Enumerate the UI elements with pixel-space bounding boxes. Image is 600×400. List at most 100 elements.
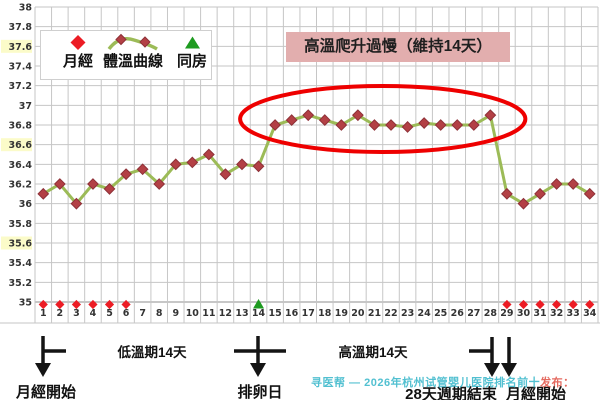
temperature-point (236, 158, 248, 171)
temperature-point (136, 163, 149, 176)
temperature-point (153, 178, 166, 190)
legend: 月經 體溫曲線 同房 (40, 30, 212, 80)
y-tick-label: 36.8 (9, 121, 33, 132)
menses-marker (38, 299, 48, 310)
x-tick-label: 21 (368, 308, 381, 319)
y-tick-highlight (1, 39, 32, 53)
temperature-point (583, 187, 596, 200)
y-tick-highlight (1, 236, 32, 250)
temperature-point (202, 148, 215, 161)
temperature-point (169, 158, 182, 171)
temperature-point (567, 178, 580, 190)
y-tick-highlight (1, 138, 32, 152)
y-tick-label: 35.2 (9, 278, 32, 289)
temperature-point (434, 119, 447, 131)
temperature-point (517, 197, 530, 210)
legend-curve-label: 體溫曲線 (102, 53, 163, 70)
low-phase-label: 低溫期14天 (117, 345, 187, 360)
temperature-point (302, 109, 315, 122)
x-tick-label: 15 (268, 308, 281, 319)
y-tick-label: 35.6 (9, 239, 33, 250)
cycle-end-label: 28天週期結束 (405, 386, 497, 400)
temperature-point (269, 119, 282, 131)
temperature-point (87, 178, 99, 190)
x-tick-label: 23 (401, 308, 414, 319)
temperature-curve-icon (97, 31, 169, 53)
y-tick-label: 36.4 (9, 160, 33, 171)
y-tick-label: 37.4 (9, 62, 33, 73)
y-tick-label: 37.8 (9, 22, 33, 33)
temperature-point (418, 117, 431, 129)
temperature-point (550, 178, 563, 190)
x-tick-label: 10 (186, 308, 200, 319)
x-tick-label: 31 (533, 308, 546, 319)
y-tick-label: 37.2 (9, 81, 32, 92)
annotation-title: 高溫爬升過慢（維持14天） (286, 32, 510, 62)
temperature-point (467, 119, 480, 131)
x-tick-label: 33 (567, 308, 580, 319)
menses-marker (104, 299, 115, 310)
legend-item-curve: 體溫曲線 (97, 31, 169, 71)
menses-marker (502, 299, 512, 310)
menses-marker (55, 299, 65, 310)
temperature-point (318, 114, 331, 126)
high-phase-ellipse (238, 84, 528, 154)
temperature-point (368, 119, 381, 131)
x-tick-label: 11 (202, 308, 215, 319)
temperature-point (219, 168, 232, 181)
x-tick-label: 8 (156, 308, 163, 319)
y-tick-label: 35.4 (9, 258, 33, 269)
x-tick-label: 29 (500, 308, 513, 319)
y-tick-label: 38 (19, 3, 33, 14)
x-tick-label: 7 (139, 308, 146, 319)
high-phase-label: 高溫期14天 (338, 345, 408, 360)
x-tick-label: 34 (583, 308, 597, 319)
ovulation-day-label: 排卵日 (237, 384, 283, 400)
x-tick-label: 13 (235, 308, 248, 319)
temperature-point (484, 109, 497, 122)
menses-marker (552, 299, 562, 310)
x-tick-label: 25 (434, 308, 447, 319)
x-tick-label: 16 (285, 308, 299, 319)
temperature-point (385, 119, 397, 131)
temperature-point (285, 114, 298, 126)
x-tick-label: 24 (418, 308, 432, 319)
menses-marker (121, 299, 131, 310)
y-tick-label: 37 (19, 101, 32, 112)
x-tick-label: 17 (302, 308, 315, 319)
legend-item-menses: 月經 (48, 31, 108, 71)
temperature-point (351, 109, 364, 122)
x-tick-label: 4 (90, 308, 97, 319)
temperature-point (252, 160, 265, 173)
x-tick-label: 2 (57, 308, 64, 319)
temperature-point (186, 156, 199, 169)
intercourse-triangle-icon (169, 31, 215, 53)
watermark-main-text: 寻医帮 — 2026年杭州试管婴儿医院排名前十 (311, 377, 541, 389)
temperature-curve-line (42, 113, 591, 206)
x-tick-label: 27 (467, 308, 480, 319)
x-tick-label: 1 (40, 308, 47, 319)
menses-diamond-icon (48, 31, 108, 53)
temperature-point (335, 119, 348, 131)
temperature-point (401, 121, 414, 133)
menses-marker (535, 299, 545, 310)
watermark-tail-text: 发布： (540, 377, 575, 389)
x-tick-label: 30 (517, 308, 531, 319)
y-tick-label: 36.6 (9, 140, 33, 151)
x-tick-label: 12 (219, 308, 232, 319)
menses-start-right-label: 月經開始 (505, 386, 566, 400)
x-tick-label: 5 (106, 308, 113, 319)
menses-marker (518, 299, 529, 310)
x-tick-label: 20 (351, 308, 365, 319)
x-tick-label: 32 (550, 308, 563, 319)
x-tick-label: 3 (73, 308, 80, 319)
temperature-point (37, 187, 50, 200)
x-tick-label: 19 (335, 308, 348, 319)
temperature-point (534, 187, 546, 200)
x-tick-label: 9 (172, 308, 179, 319)
intercourse-marker (253, 299, 265, 309)
menses-marker (88, 299, 98, 310)
temperature-point (120, 168, 132, 181)
menses-marker (585, 299, 595, 310)
temperature-point (501, 187, 513, 200)
